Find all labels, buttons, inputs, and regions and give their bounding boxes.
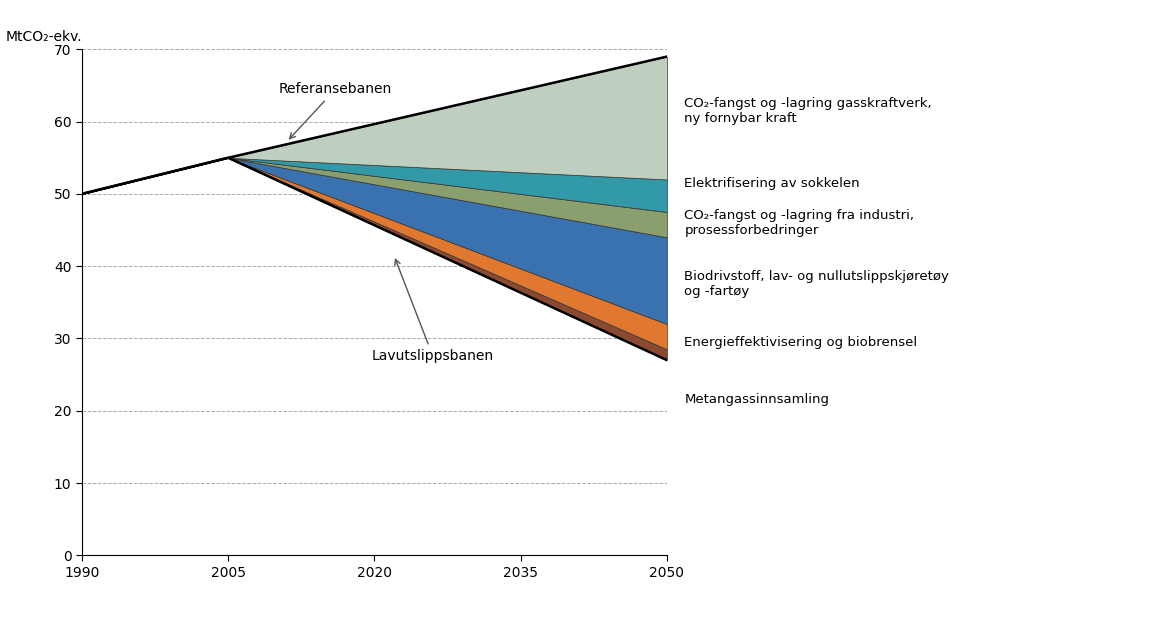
Text: MtCO₂-ekv.: MtCO₂-ekv. (6, 30, 82, 44)
Text: Referansebanen: Referansebanen (278, 82, 392, 139)
Text: Biodrivstoff, lav- og nullutslippskjøretøy
og -fartøy: Biodrivstoff, lav- og nullutslippskjøret… (684, 270, 949, 298)
Text: CO₂-fangst og -lagring gasskraftverk,
ny fornybar kraft: CO₂-fangst og -lagring gasskraftverk, ny… (684, 97, 932, 125)
Text: Metangassinnsamling: Metangassinnsamling (684, 394, 830, 407)
Text: CO₂-fangst og -lagring fra industri,
prosessforbedringer: CO₂-fangst og -lagring fra industri, pro… (684, 209, 915, 237)
Text: Energieffektivisering og biobrensel: Energieffektivisering og biobrensel (684, 336, 917, 349)
Text: Lavutslippsbanen: Lavutslippsbanen (372, 259, 494, 363)
Text: Elektrifisering av sokkelen: Elektrifisering av sokkelen (684, 176, 860, 189)
